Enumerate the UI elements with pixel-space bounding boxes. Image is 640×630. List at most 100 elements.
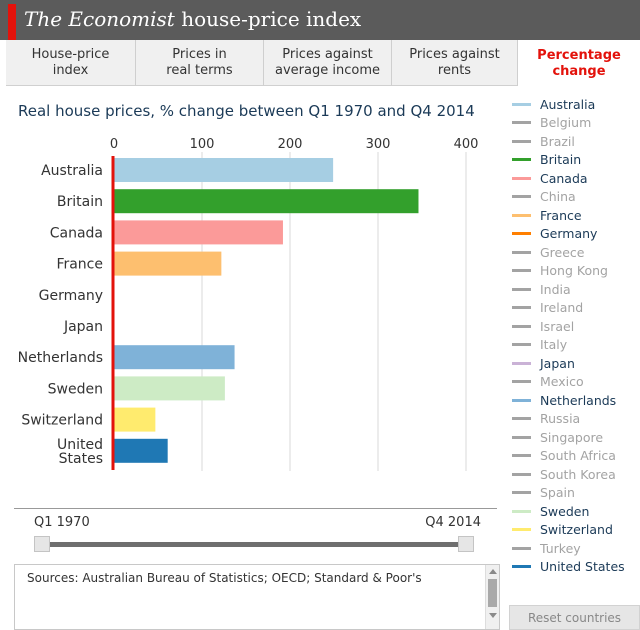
- legend-swatch: [512, 306, 531, 309]
- title-rest: house-price index: [174, 7, 362, 31]
- legend-swatch: [512, 398, 531, 402]
- page-title: The Economist house-price index: [24, 7, 361, 31]
- tab-prices-against-rents[interactable]: Prices against rents: [392, 40, 518, 86]
- legend-item-singapore[interactable]: Singapore: [512, 428, 603, 446]
- slider-track[interactable]: [40, 542, 470, 547]
- legend-item-brazil[interactable]: Brazil: [512, 132, 575, 150]
- tab-prices-real-terms[interactable]: Prices in real terms: [136, 40, 264, 86]
- title-bar: The Economist house-price index: [0, 0, 640, 40]
- sources-box: Sources: Australian Bureau of Statistics…: [14, 564, 500, 630]
- tab-prices-against-income[interactable]: Prices against average income: [264, 40, 392, 86]
- legend-item-switzerland[interactable]: Switzerland: [512, 521, 613, 539]
- legend-swatch: [512, 380, 531, 383]
- legend-swatch: [512, 491, 531, 494]
- legend-label: Switzerland: [540, 522, 613, 537]
- tab-label-line1: Prices against: [282, 47, 373, 62]
- legend-item-france[interactable]: France: [512, 206, 582, 224]
- y-category-label: Australia: [41, 163, 103, 179]
- chart-title: Real house prices, % change between Q1 1…: [18, 102, 475, 120]
- legend-label: Canada: [540, 170, 588, 186]
- legend-item-china[interactable]: China: [512, 188, 576, 206]
- legend-item-hong-kong[interactable]: Hong Kong: [512, 262, 608, 280]
- bar-britain: [114, 189, 419, 214]
- bar-netherlands: [114, 345, 235, 370]
- legend-item-sweden[interactable]: Sweden: [512, 502, 589, 520]
- slider-start-handle[interactable]: [34, 536, 50, 552]
- legend-swatch: [512, 435, 531, 439]
- legend-label: France: [540, 207, 582, 223]
- legend-swatch: [512, 546, 531, 550]
- legend-item-japan[interactable]: Japan: [512, 354, 575, 372]
- bar-switzerland: [114, 407, 156, 432]
- legend-item-israel[interactable]: Israel: [512, 317, 574, 335]
- bar-france: [114, 251, 222, 276]
- legend-item-india[interactable]: India: [512, 280, 571, 298]
- legend-item-south-korea[interactable]: South Korea: [512, 465, 616, 483]
- y-category-label-line: United: [57, 437, 103, 453]
- legend-item-spain[interactable]: Spain: [512, 484, 575, 502]
- legend-item-australia[interactable]: Australia: [512, 95, 595, 113]
- bar-united-states: [114, 438, 168, 463]
- legend-item-britain[interactable]: Britain: [512, 151, 581, 169]
- legend-swatch: [512, 121, 531, 124]
- slider-end-handle[interactable]: [458, 536, 474, 552]
- legend-label: Turkey: [540, 540, 581, 556]
- legend-item-south-africa[interactable]: South Africa: [512, 447, 616, 465]
- legend-swatch: [512, 250, 531, 254]
- legend-item-germany[interactable]: Germany: [512, 225, 597, 243]
- y-category-label: Canada: [50, 225, 103, 241]
- legend-swatch: [512, 213, 531, 217]
- legend-item-turkey[interactable]: Turkey: [512, 539, 581, 557]
- legend-item-italy[interactable]: Italy: [512, 336, 567, 354]
- tab-label-line2: change: [552, 63, 606, 79]
- legend-swatch: [512, 139, 531, 143]
- legend-swatch: [512, 176, 531, 180]
- legend-swatch: [512, 454, 531, 457]
- legend-item-canada[interactable]: Canada: [512, 169, 588, 187]
- scroll-up-icon[interactable]: [489, 569, 497, 574]
- legend-swatch: [512, 269, 531, 272]
- legend-label: Belgium: [540, 115, 592, 130]
- bar-chart: 0 100 200 300 400 Australia Britain Canada Franc…: [18, 137, 479, 471]
- tab-label-line1: House-price: [31, 47, 110, 62]
- y-category-label: United States: [57, 437, 103, 467]
- sources-scrollbar[interactable]: [485, 565, 499, 629]
- scroll-thumb[interactable]: [488, 579, 497, 607]
- legend-swatch: [512, 287, 531, 291]
- slider-end-label: Q4 2014: [425, 515, 481, 530]
- legend-label: Greece: [540, 244, 585, 260]
- legend-swatch: [512, 417, 531, 420]
- legend-swatch: [512, 565, 531, 568]
- title-italic: The Economist: [24, 7, 175, 31]
- legend-label: Ireland: [540, 300, 584, 315]
- legend-item-netherlands[interactable]: Netherlands: [512, 391, 616, 409]
- legend-label: China: [540, 189, 576, 204]
- legend-label: South Africa: [540, 448, 616, 463]
- x-tick-label: 0: [110, 137, 118, 152]
- bar-canada: [114, 220, 283, 245]
- tab-percentage-change[interactable]: Percentage change: [518, 40, 640, 87]
- legend-label: Japan: [540, 355, 575, 371]
- legend-item-mexico[interactable]: Mexico: [512, 373, 584, 391]
- slider-start-label: Q1 1970: [34, 515, 90, 530]
- legend-swatch: [512, 195, 531, 198]
- legend-item-belgium[interactable]: Belgium: [512, 114, 591, 132]
- sources-text: Sources: Australian Bureau of Statistics…: [27, 571, 422, 585]
- legend-item-united-states[interactable]: United States: [512, 558, 625, 576]
- reset-countries-button[interactable]: Reset countries: [509, 605, 640, 630]
- legend-label: Sweden: [540, 503, 590, 519]
- y-category-label: Germany: [39, 288, 103, 304]
- legend-label: Mexico: [540, 374, 584, 389]
- legend-item-greece[interactable]: Greece: [512, 243, 585, 261]
- scroll-down-icon[interactable]: [489, 613, 497, 618]
- x-tick-label: 100: [190, 137, 215, 152]
- legend-swatch: [512, 343, 531, 346]
- legend-label: Australia: [540, 96, 596, 112]
- tab-house-price-index[interactable]: House-price index: [6, 40, 136, 86]
- legend-swatch: [512, 361, 531, 365]
- y-category-label-line: States: [59, 451, 103, 467]
- legend-swatch: [512, 158, 531, 161]
- x-tick-label: 400: [454, 137, 479, 152]
- legend-item-russia[interactable]: Russia: [512, 410, 580, 428]
- legend-item-ireland[interactable]: Ireland: [512, 299, 583, 317]
